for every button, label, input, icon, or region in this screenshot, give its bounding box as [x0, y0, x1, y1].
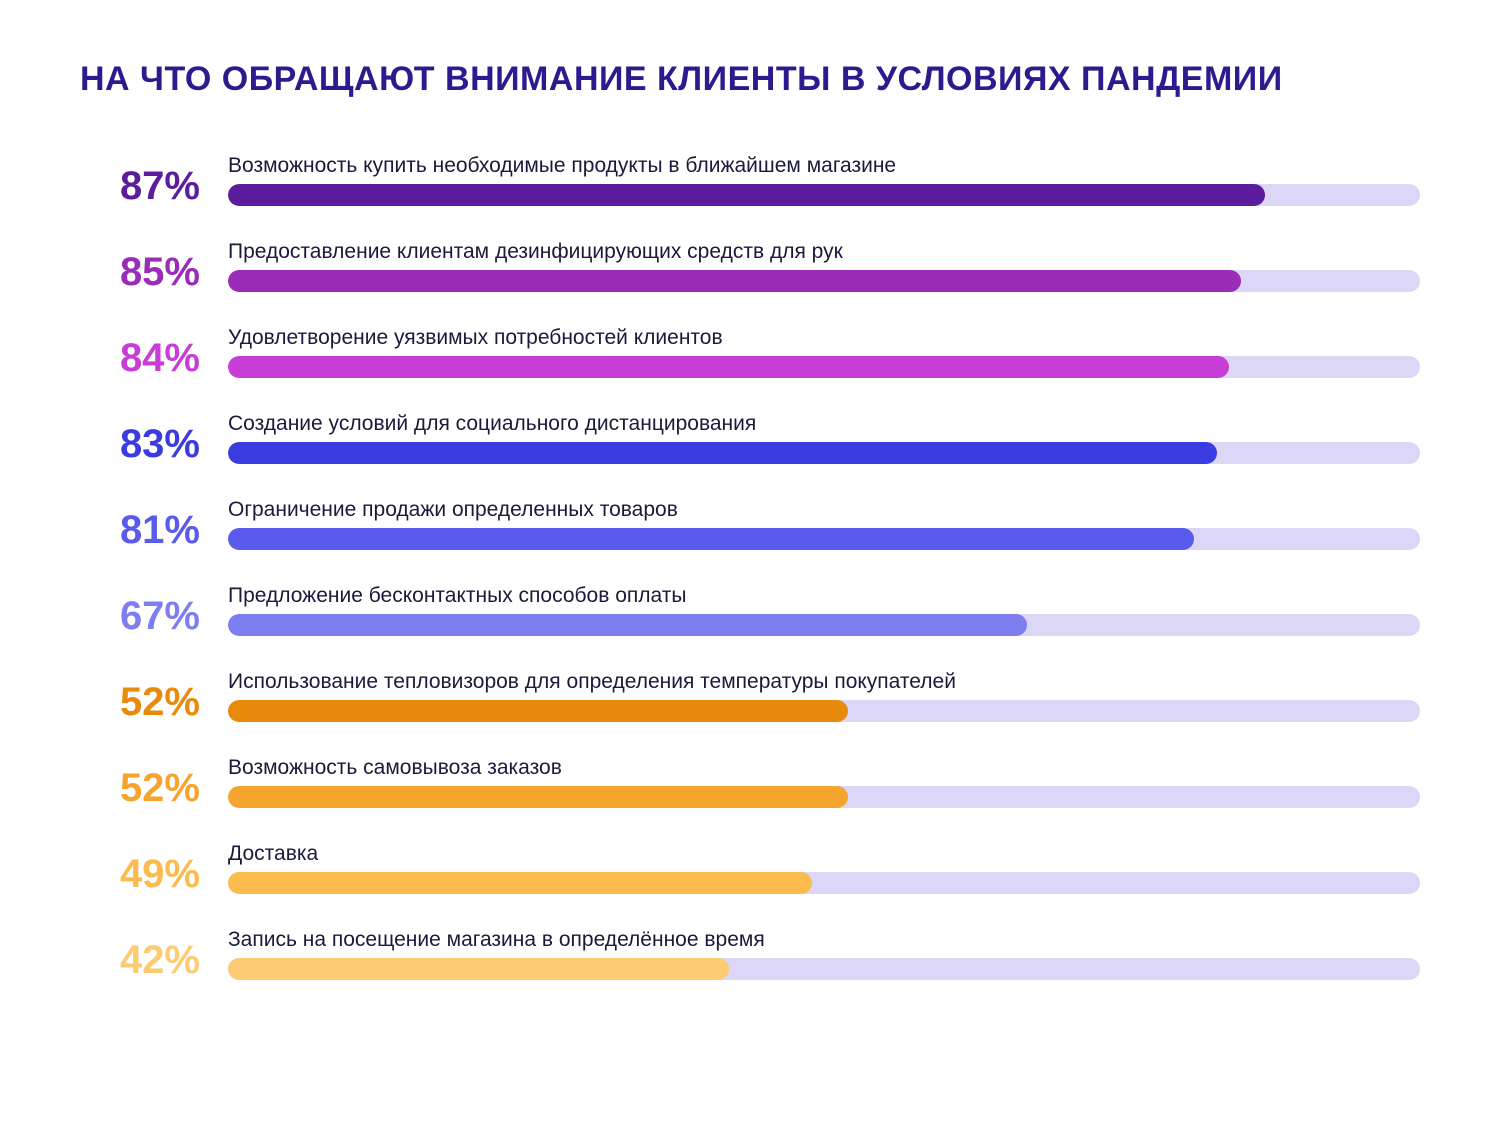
- chart-row: 83% Создание условий для социального дист…: [80, 412, 1420, 464]
- bar-fill: [228, 356, 1229, 378]
- bar-column: Ограничение продажи определенных товаров: [228, 498, 1420, 550]
- chart-row: 52% Использование тепловизоров для опреде…: [80, 670, 1420, 722]
- bar-label: Доставка: [228, 842, 1420, 866]
- bar-fill: [228, 700, 848, 722]
- bar-label: Создание условий для социального дистанц…: [228, 412, 1420, 436]
- percentage-value: 42%: [80, 940, 200, 980]
- percentage-value: 81%: [80, 510, 200, 550]
- bar-fill: [228, 786, 848, 808]
- percentage-value: 87%: [80, 166, 200, 206]
- percentage-value: 52%: [80, 682, 200, 722]
- bar-fill: [228, 614, 1027, 636]
- bar-track: [228, 614, 1420, 636]
- chart-row: 85% Предоставление клиентам дезинфицирующ…: [80, 240, 1420, 292]
- chart-row: 49% Доставка: [80, 842, 1420, 894]
- chart-row: 87% Возможность купить необходимые продук…: [80, 154, 1420, 206]
- percentage-value: 84%: [80, 338, 200, 378]
- bar-column: Возможность купить необходимые продукты …: [228, 154, 1420, 206]
- chart-row: 52% Возможность самовывоза заказов: [80, 756, 1420, 808]
- bar-label: Удовлетворение уязвимых потребностей кли…: [228, 326, 1420, 350]
- bar-column: Предоставление клиентам дезинфицирующих …: [228, 240, 1420, 292]
- percentage-value: 67%: [80, 596, 200, 636]
- bar-label: Использование тепловизоров для определен…: [228, 670, 1420, 694]
- bar-column: Возможность самовывоза заказов: [228, 756, 1420, 808]
- bar-track: [228, 700, 1420, 722]
- bar-column: Удовлетворение уязвимых потребностей кли…: [228, 326, 1420, 378]
- percentage-value: 83%: [80, 424, 200, 464]
- bar-track: [228, 184, 1420, 206]
- bar-fill: [228, 958, 729, 980]
- bar-track: [228, 872, 1420, 894]
- chart-row: 67% Предложение бесконтактных способов оп…: [80, 584, 1420, 636]
- bar-column: Создание условий для социального дистанц…: [228, 412, 1420, 464]
- chart-title: НА ЧТО ОБРАЩАЮТ ВНИМАНИЕ КЛИЕНТЫ В УСЛОВ…: [80, 60, 1420, 99]
- bar-label: Запись на посещение магазина в определён…: [228, 928, 1420, 952]
- bar-label: Ограничение продажи определенных товаров: [228, 498, 1420, 522]
- bar-fill: [228, 528, 1194, 550]
- bar-track: [228, 442, 1420, 464]
- chart-row: 84% Удовлетворение уязвимых потребностей …: [80, 326, 1420, 378]
- bar-fill: [228, 442, 1217, 464]
- bar-label: Возможность самовывоза заказов: [228, 756, 1420, 780]
- bar-column: Доставка: [228, 842, 1420, 894]
- chart-row: 42% Запись на посещение магазина в опреде…: [80, 928, 1420, 980]
- bar-track: [228, 958, 1420, 980]
- percentage-value: 49%: [80, 854, 200, 894]
- bar-label: Возможность купить необходимые продукты …: [228, 154, 1420, 178]
- bar-fill: [228, 270, 1241, 292]
- bar-fill: [228, 184, 1265, 206]
- bar-track: [228, 786, 1420, 808]
- bar-fill: [228, 872, 812, 894]
- bar-label: Предложение бесконтактных способов оплат…: [228, 584, 1420, 608]
- bar-track: [228, 356, 1420, 378]
- bar-track: [228, 270, 1420, 292]
- chart-row: 81% Ограничение продажи определенных това…: [80, 498, 1420, 550]
- bar-chart: 87% Возможность купить необходимые продук…: [80, 154, 1420, 980]
- percentage-value: 52%: [80, 768, 200, 808]
- percentage-value: 85%: [80, 252, 200, 292]
- bar-track: [228, 528, 1420, 550]
- bar-column: Использование тепловизоров для определен…: [228, 670, 1420, 722]
- bar-column: Запись на посещение магазина в определён…: [228, 928, 1420, 980]
- bar-label: Предоставление клиентам дезинфицирующих …: [228, 240, 1420, 264]
- bar-column: Предложение бесконтактных способов оплат…: [228, 584, 1420, 636]
